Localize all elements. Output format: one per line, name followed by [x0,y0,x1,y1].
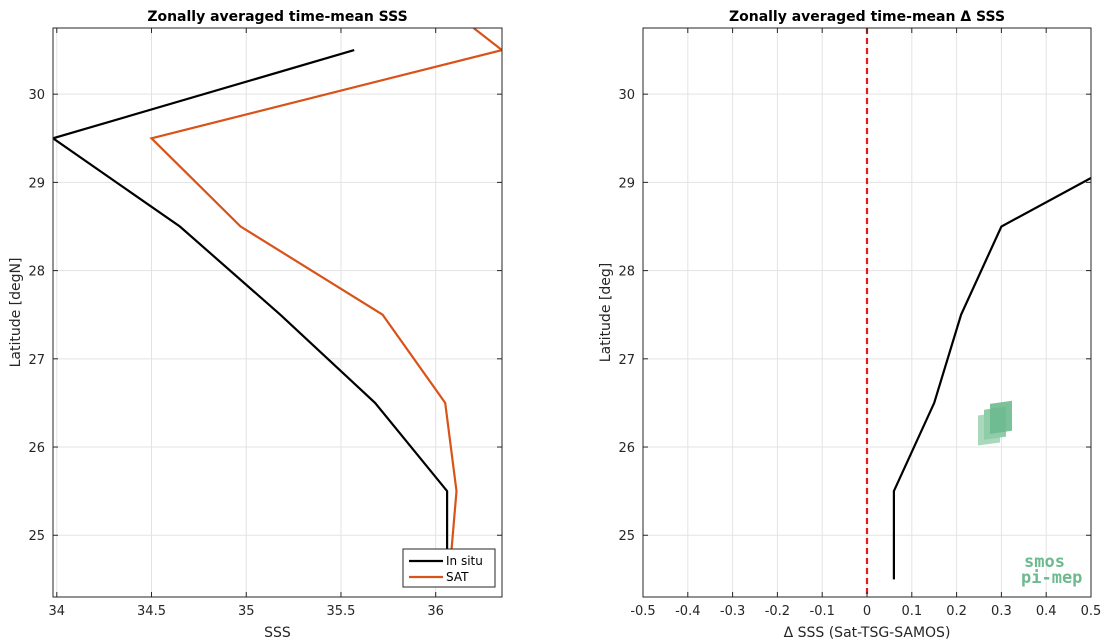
x-tick-label: 34 [49,604,66,619]
x-tick-label: -0.3 [720,604,745,619]
x-tick-label: 34.5 [137,604,166,619]
logo-line2: pi-mep [1021,568,1082,588]
chart-title: Zonally averaged time-mean Δ SSS [729,9,1005,25]
logo-mark-icon [978,400,1012,446]
x-tick-label: -0.2 [765,604,790,619]
x-tick-label: 0.5 [1081,604,1102,619]
y-tick-label: 25 [618,529,635,544]
x-tick-label: 0.4 [1036,604,1057,619]
x-tick-label: 35 [238,604,255,619]
right-panel: -0.5 -0.4 -0.3 -0.2 -0.1 0 0.1 0.2 0.3 0.4 0.5 25 26… [598,9,1101,641]
y-tick-label: 28 [28,265,45,280]
y-tick-label: 30 [28,88,45,103]
legend-box [402,548,496,588]
x-tick-label: 35.5 [326,604,355,619]
smos-pimep-logo: smos pi-mep [978,400,1082,588]
x-tick-label: 0.3 [991,604,1012,619]
y-tick-label: 29 [618,176,635,191]
legend-entry: SAT [446,570,469,584]
legend-entry: In situ [446,554,483,568]
series-line-in-situ [53,49,449,580]
left-panel: 34 34.5 35 35.5 36 25 26 27 28 29 30 Zonally averag… [8,9,503,641]
x-tick-label: 0 [863,604,871,619]
x-tick-label: 0.1 [901,604,922,619]
x-tick-label: 36 [427,604,444,619]
x-tick-label: -0.5 [630,604,655,619]
y-tick-label: 26 [28,441,45,456]
series-line-sat [149,28,502,580]
legend: In situ SAT [402,548,496,588]
y-axis-label: Latitude [deg] [598,263,614,362]
x-tick-label: -0.4 [675,604,700,619]
y-tick-label: 27 [28,353,45,368]
chart-title: Zonally averaged time-mean SSS [147,9,407,25]
logo-line1: smos [1024,552,1065,572]
series-line-0 [892,177,1091,580]
y-tick-label: 29 [28,176,45,191]
y-tick-label: 27 [618,353,635,368]
x-tick-label: -0.1 [810,604,835,619]
y-tick-label: 26 [618,441,635,456]
y-tick-label: 30 [618,88,635,103]
y-tick-label: 25 [28,529,45,544]
x-axis-label: Δ SSS (Sat-TSG-SAMOS) [784,625,951,641]
x-axis-label: SSS [264,625,291,641]
y-axis-label: Latitude [degN] [8,258,24,368]
axes-box [52,27,503,598]
y-tick-label: 28 [618,265,635,280]
x-tick-label: 0.2 [946,604,967,619]
